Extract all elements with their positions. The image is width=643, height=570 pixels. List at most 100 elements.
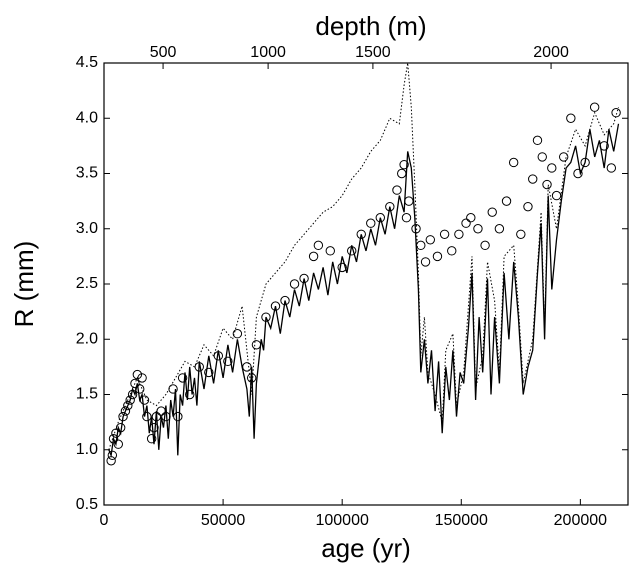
data-point [156, 406, 166, 416]
x-tick-label: 100000 [315, 512, 368, 529]
dotted-line [108, 62, 619, 450]
data-point [606, 163, 617, 173]
data-point [487, 207, 497, 217]
y-tick-label: 4.0 [76, 109, 98, 126]
data-point [473, 224, 483, 234]
y-tick-label: 3.5 [76, 165, 98, 182]
data-point [528, 174, 538, 184]
data-point [551, 190, 562, 201]
data-point [115, 422, 126, 433]
data-point [420, 257, 431, 267]
x2-tick-label: 1000 [250, 44, 286, 61]
data-point [397, 168, 407, 179]
data-point [508, 157, 519, 168]
data-point [194, 362, 204, 372]
data-point [580, 157, 590, 168]
data-point [480, 240, 490, 251]
y-axis-label: R (mm) [9, 241, 39, 328]
data-point [106, 456, 116, 466]
y-tick-label: 0.5 [76, 496, 98, 513]
data-point [375, 213, 385, 223]
data-point [149, 422, 159, 433]
data-point [399, 159, 409, 170]
data-point [204, 367, 214, 378]
data-point [366, 218, 376, 228]
data-point [558, 152, 569, 162]
y-tick-label: 1.5 [76, 386, 98, 403]
data-point [589, 102, 600, 112]
data-point [308, 251, 319, 262]
data-point [532, 135, 543, 146]
data-point [113, 439, 123, 449]
x2-tick-label: 2000 [533, 44, 569, 61]
data-point [392, 185, 402, 195]
x-axis-label: age (yr) [321, 533, 411, 563]
data-point [213, 351, 224, 361]
data-point [401, 213, 412, 223]
x2-axis-label: depth (m) [315, 11, 426, 41]
x-tick-label: 50000 [201, 512, 246, 529]
y-tick-label: 2.0 [76, 330, 98, 347]
data-point [185, 389, 195, 400]
data-point [146, 434, 157, 444]
data-point [573, 168, 583, 179]
data-point [111, 428, 121, 438]
data-point [270, 301, 281, 311]
y-tick-label: 2.5 [76, 275, 98, 292]
data-point [123, 400, 133, 411]
data-point [135, 384, 145, 394]
data-point [177, 373, 188, 383]
data-point [142, 411, 152, 422]
data-point [425, 235, 436, 245]
data-point [246, 373, 257, 383]
data-point [280, 295, 290, 306]
solid-line [108, 123, 620, 458]
data-point [432, 251, 443, 262]
data-point [127, 389, 138, 400]
data-point [325, 246, 335, 256]
data-point [501, 196, 512, 206]
data-point [537, 152, 547, 162]
data-point [447, 246, 457, 256]
data-point [223, 356, 233, 367]
data-point [461, 218, 471, 228]
data-point [130, 378, 140, 389]
data-point [132, 369, 143, 380]
data-point [611, 108, 621, 118]
data-point [454, 229, 464, 239]
x2-tick-label: 1500 [355, 44, 391, 61]
data-point [439, 229, 450, 239]
data-point [313, 240, 324, 251]
data-point [566, 113, 576, 123]
data-point [125, 395, 135, 405]
data-point [347, 246, 357, 256]
data-point [107, 450, 118, 460]
data-point [599, 141, 609, 151]
data-point [139, 395, 150, 405]
data-point [547, 163, 557, 173]
data-point [542, 179, 552, 190]
data-point [404, 196, 414, 206]
data-point [289, 279, 300, 289]
data-point [337, 262, 347, 273]
data-point [466, 213, 476, 223]
data-point [523, 201, 533, 212]
x-tick-label: 200000 [554, 512, 607, 529]
data-point [385, 201, 395, 212]
data-point [516, 229, 526, 239]
data-point [120, 406, 131, 416]
data-point [494, 224, 505, 234]
y-tick-label: 1.0 [76, 441, 98, 458]
data-point [299, 273, 309, 284]
data-point [242, 362, 252, 372]
data-point [411, 224, 421, 234]
y-tick-label: 4.5 [76, 54, 98, 71]
data-point [251, 340, 262, 350]
x2-tick-label: 500 [150, 44, 177, 61]
data-point [118, 411, 128, 422]
data-point [168, 384, 178, 394]
plot-frame [103, 62, 629, 506]
data-point [137, 373, 147, 383]
data-point [161, 411, 171, 422]
